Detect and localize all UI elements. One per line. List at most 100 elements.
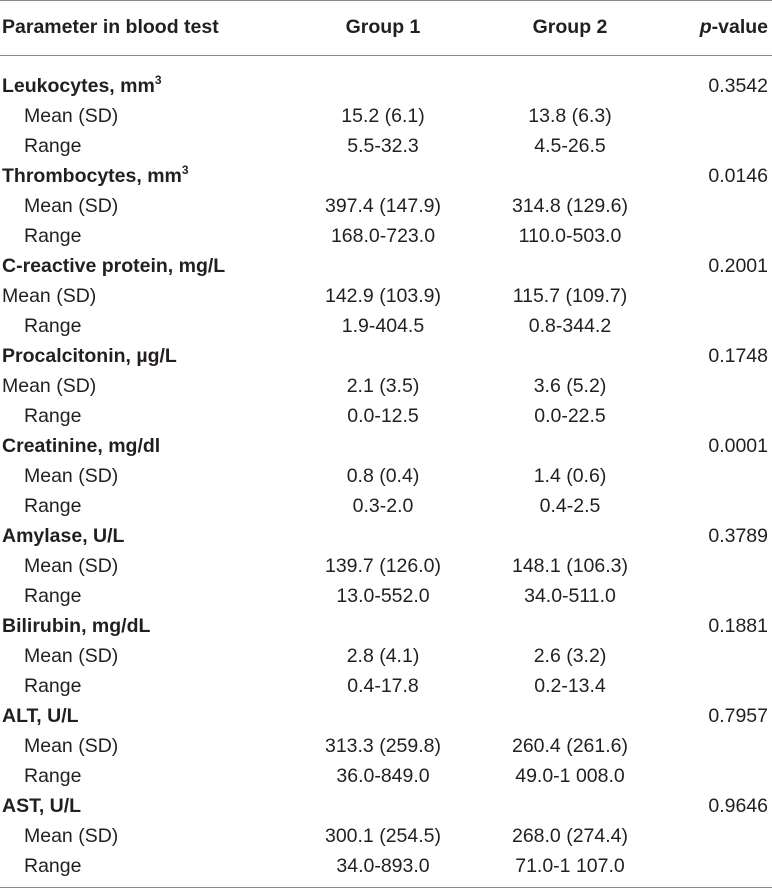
parameter-name: C-reactive protein, mg/L [2,251,225,281]
parameter-name: Amylase, U/L [2,521,124,551]
p-value: 0.0001 [708,435,768,457]
table-row: Mean (SD) 0.8 (0.4) 1.4 (0.6) [0,461,772,491]
section-row: ALT, U/L 0.7957 [0,701,772,731]
table-row: Mean (SD) 2.1 (3.5) 3.6 (5.2) [0,371,772,401]
stat-label: Range [24,135,82,157]
group-2-value: 268.0 (274.4) [511,825,628,847]
section-row: Thrombocytes, mm3 0.0146 [0,161,772,191]
group-1-value: 2.1 (3.5) [346,375,420,397]
group-2-value: 0.0-22.5 [534,405,606,427]
section-row: C-reactive protein, mg/L 0.2001 [0,251,772,281]
parameter-name: Leukocytes, mm3 [2,71,162,101]
group-1-value: 168.0-723.0 [330,225,436,247]
parameter-name: ALT, U/L [2,701,79,731]
group-1-value: 0.4-17.8 [347,675,419,697]
table-row: Range 36.0-849.0 49.0-1 008.0 [0,761,772,791]
p-value: 0.7957 [708,705,768,727]
group-1-value: 0.3-2.0 [352,495,414,517]
table-row: Range 34.0-893.0 71.0-1 107.0 [0,851,772,881]
group-2-value: 2.6 (3.2) [533,645,607,667]
header-p-value: p-value [700,12,768,42]
stat-label: Range [24,405,82,427]
group-1-value: 0.0-12.5 [347,405,419,427]
section-row: Procalcitonin, µg/L 0.1748 [0,341,772,371]
group-2-value: 13.8 (6.3) [528,105,612,127]
group-2-value: 1.4 (0.6) [533,465,607,487]
stat-label: Range [24,765,82,787]
header-rule [0,55,772,56]
unit-superscript: 3 [181,163,189,177]
table-row: Mean (SD) 139.7 (126.0) 148.1 (106.3) [0,551,772,581]
group-2-value: 4.5-26.5 [534,135,606,157]
header-group-2: Group 2 [532,16,608,38]
parameter-label: AST, U/L [2,795,82,817]
stat-label: Range [24,585,82,607]
header-parameter: Parameter in blood test [2,16,219,38]
table-row: Mean (SD) 300.1 (254.5) 268.0 (274.4) [0,821,772,851]
table-row: Range 13.0-552.0 34.0-511.0 [0,581,772,611]
section-row: Creatinine, mg/dl 0.0001 [0,431,772,461]
header-group-1: Group 1 [345,16,421,38]
table-row: Mean (SD) 15.2 (6.1) 13.8 (6.3) [0,101,772,131]
parameter-name: Procalcitonin, µg/L [2,341,177,371]
group-1-value: 36.0-849.0 [336,765,430,787]
stat-label: Mean (SD) [24,825,119,847]
group-1-value: 13.0-552.0 [336,585,430,607]
group-2-value: 260.4 (261.6) [511,735,628,757]
bottom-rule [0,887,772,888]
group-1-value: 142.9 (103.9) [324,285,441,307]
group-2-value: 314.8 (129.6) [511,195,628,217]
parameter-label: ALT, U/L [2,705,79,727]
section-row: AST, U/L 0.9646 [0,791,772,821]
parameter-label: C-reactive protein, mg/L [2,255,226,277]
table-row: Mean (SD) 397.4 (147.9) 314.8 (129.6) [0,191,772,221]
group-1-value: 300.1 (254.5) [324,825,441,847]
table-row: Range 1.9-404.5 0.8-344.2 [0,311,772,341]
table-row: Mean (SD) 313.3 (259.8) 260.4 (261.6) [0,731,772,761]
group-1-value: 139.7 (126.0) [324,555,441,577]
group-2-value: 110.0-503.0 [518,225,622,247]
parameter-label: Amylase, U/L [2,525,125,547]
stat-label: Mean (SD) [24,195,119,217]
parameter-name: Creatinine, mg/dl [2,431,160,461]
section-row: Amylase, U/L 0.3789 [0,521,772,551]
group-1-value: 313.3 (259.8) [324,735,441,757]
table-row: Mean (SD) 2.8 (4.1) 2.6 (3.2) [0,641,772,671]
stat-label: Mean (SD) [24,645,119,667]
table-row: Range 0.0-12.5 0.0-22.5 [0,401,772,431]
header-p-suffix: -value [711,16,768,38]
table-row: Range 0.3-2.0 0.4-2.5 [0,491,772,521]
stat-label: Range [24,225,82,247]
stat-label: Mean (SD) [2,375,97,397]
p-value: 0.0146 [708,165,768,187]
group-2-value: 115.7 (109.7) [512,285,628,307]
group-2-value: 34.0-511.0 [524,585,616,607]
group-1-value: 397.4 (147.9) [324,195,441,217]
stat-label: Range [24,495,82,517]
stat-label: Mean (SD) [24,465,119,487]
parameter-label: Creatinine, mg/dl [2,435,161,457]
section-row: Leukocytes, mm3 0.3542 [0,71,772,101]
group-2-value: 148.1 (106.3) [511,555,628,577]
group-2-value: 0.4-2.5 [539,495,601,517]
group-2-value: 0.2-13.4 [534,675,606,697]
header-p-italic: p [699,16,712,38]
p-value: 0.3542 [708,75,768,97]
stat-label: Mean (SD) [24,105,119,127]
parameter-label: Leukocytes, mm [2,75,155,97]
table-row: Range 0.4-17.8 0.2-13.4 [0,671,772,701]
stat-label: Range [24,855,82,877]
p-value: 0.2001 [708,255,768,277]
header-row: Parameter in blood test Group 1 Group 2 … [0,12,772,42]
group-1-value: 2.8 (4.1) [346,645,420,667]
parameter-label: Thrombocytes, mm [2,165,182,187]
group-1-value: 5.5-32.3 [347,135,419,157]
group-2-value: 71.0-1 107.0 [515,855,625,877]
p-value: 0.3789 [708,525,768,547]
section-row: Bilirubin, mg/dL 0.1881 [0,611,772,641]
parameter-label: Procalcitonin, µg/L [2,345,177,367]
stat-label: Mean (SD) [2,285,97,307]
stat-label: Mean (SD) [24,735,119,757]
table-row: Range 5.5-32.3 4.5-26.5 [0,131,772,161]
